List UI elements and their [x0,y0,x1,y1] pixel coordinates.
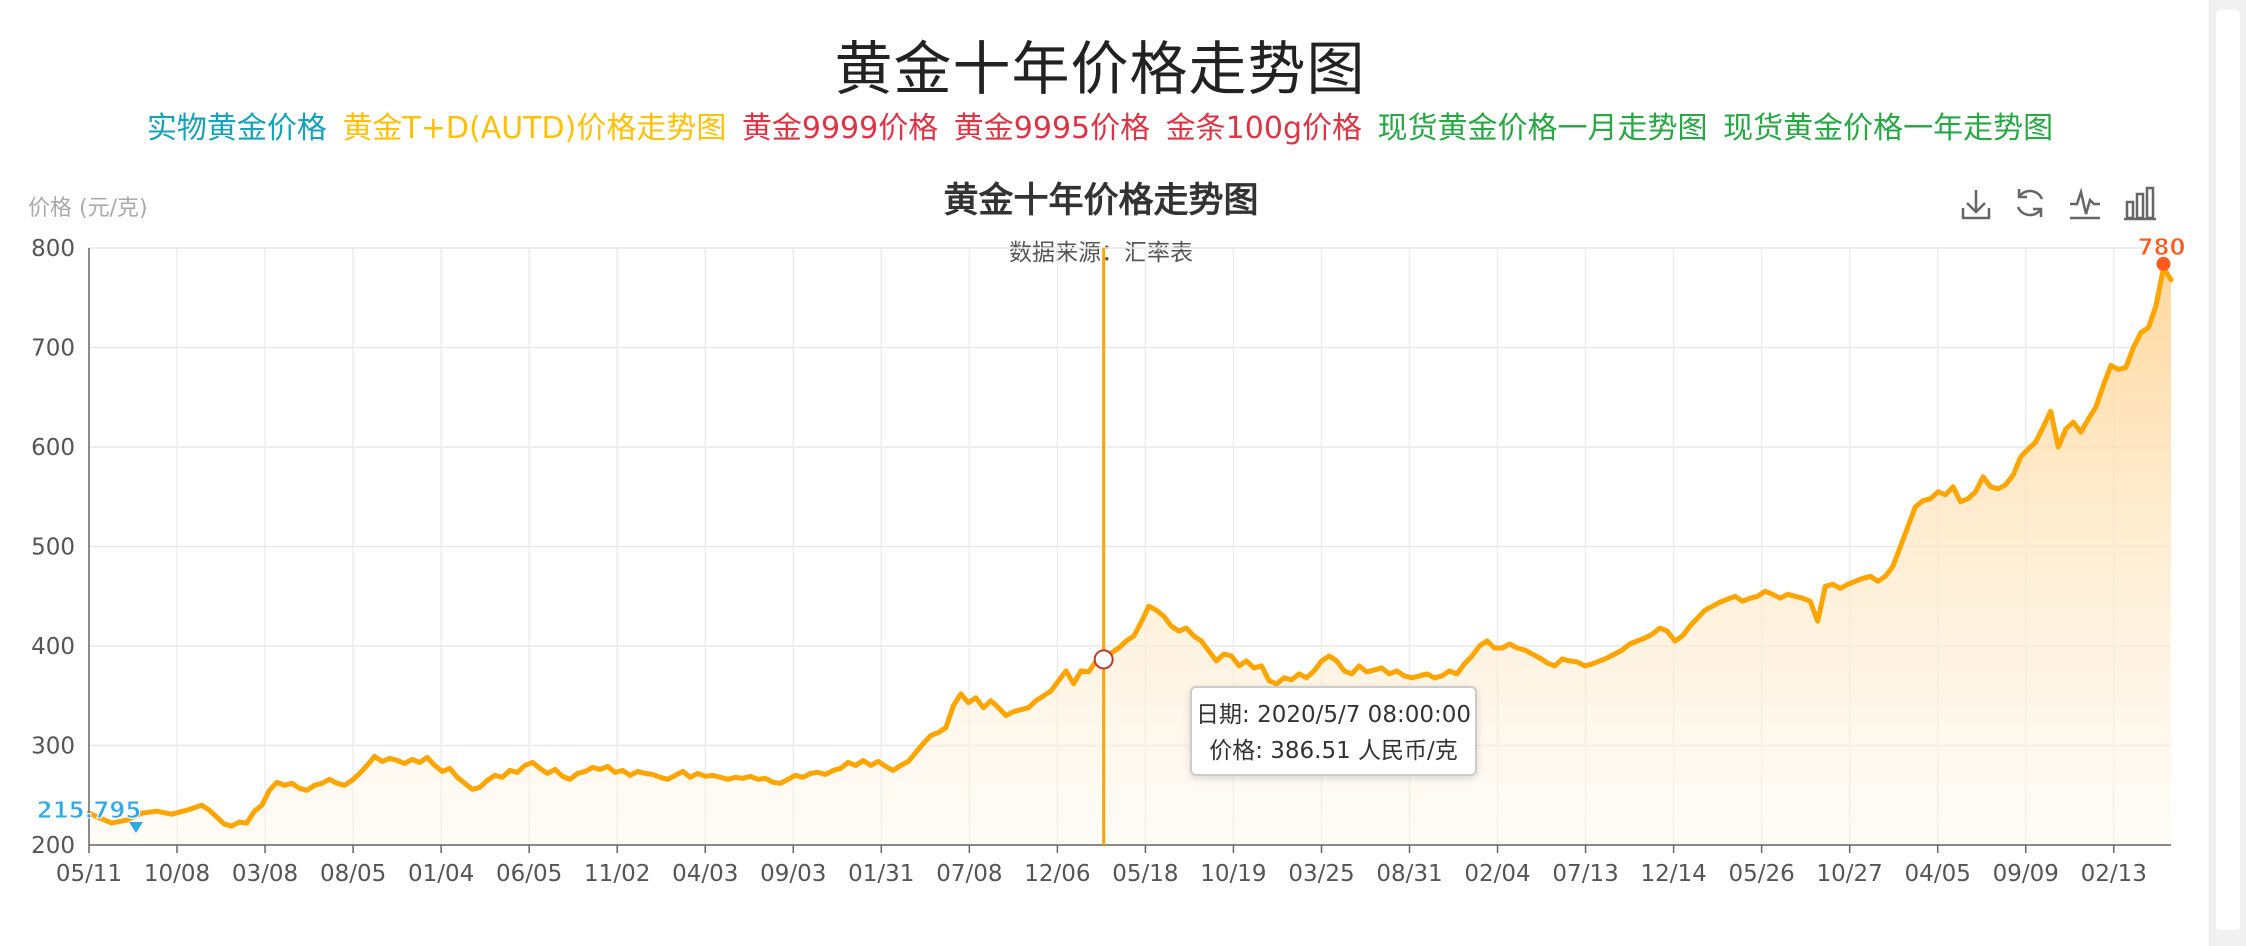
x-tick-label: 05/18 [1112,861,1178,887]
markers: 215.795 780 [36,235,2186,845]
tooltip-date: 日期: 2020/5/7 08:00:00 [1196,702,1471,728]
scrollbar-thumb[interactable] [2216,10,2240,930]
y-tick-label: 400 [31,634,75,660]
x-tick-label: 03/08 [232,861,298,887]
x-tick-label: 07/08 [936,861,1002,887]
price-line [86,265,2174,829]
x-tick-label: 07/13 [1552,861,1618,887]
x-tick-label: 04/05 [1905,861,1971,887]
min-marker-pin [129,822,143,833]
y-tick-label: 300 [31,734,75,760]
download-icon[interactable] [1961,190,1991,220]
link-spot-gold-month-chart[interactable]: 现货黄金价格一月走势图 [1377,111,1708,146]
x-tick-label: 06/05 [496,861,562,887]
x-tick-label: 08/31 [1376,861,1442,887]
x-tick-label: 10/19 [1200,861,1266,887]
y-tick-label: 800 [31,236,75,262]
page-scrollbar[interactable] [2209,0,2246,946]
refresh-icon[interactable] [2016,189,2044,217]
x-tick-label: 05/11 [56,861,122,887]
x-tick-label: 09/09 [1993,861,2059,887]
y-tick-label: 200 [31,833,75,859]
price-area [86,265,2174,845]
x-tick-label: 10/27 [1817,861,1883,887]
chart-title: 黄金十年价格走势图 [943,180,1258,221]
max-marker-pin [2156,256,2171,271]
x-tick-label: 09/03 [760,861,826,887]
x-tick-label: 08/05 [320,861,386,887]
link-spot-gold-year-chart[interactable]: 现货黄金价格一年走势图 [1723,111,2054,146]
tooltip-value: 价格: 386.51 人民币/克 [1209,738,1458,764]
y-tick-label: 500 [31,535,75,561]
max-value-label: 780 [2137,235,2185,261]
x-tick-label: 04/03 [672,861,738,887]
link-gold-9995-price[interactable]: 黄金9995价格 [953,111,1151,146]
y-axis-label: 价格 (元/克) [28,196,148,221]
min-value-label: 215.795 [37,798,142,824]
link-gold-td-chart[interactable]: 黄金T+D(AUTD)价格走势图 [342,111,727,146]
x-tick-label: 02/13 [2081,861,2147,887]
x-tick-label: 03/25 [1288,861,1354,887]
axes: 200 300 400 500 600 700 800 05/11 10/08 03/08 08/0… [31,236,2171,887]
x-tick-label: 05/26 [1728,861,1794,887]
x-tick-label: 12/06 [1024,861,1090,887]
x-tick-label: 02/04 [1464,861,1530,887]
related-links-bar: 实物黄金价格 黄金T+D(AUTD)价格走势图 黄金9999价格 黄金9995价… [0,103,2200,147]
x-tick-label: 01/04 [408,861,474,887]
x-tick-label: 10/08 [144,861,210,887]
page-title: 黄金十年价格走势图 [834,35,1366,103]
y-tick-label: 600 [31,435,75,461]
y-tick-label: 700 [31,336,75,362]
x-tick-label: 12/14 [1640,861,1706,887]
data-tooltip: 日期: 2020/5/7 08:00:00 价格: 386.51 人民币/克 [1190,686,1477,776]
price-area-fill [89,267,2171,845]
highlight-point [1093,649,1114,670]
chart-subtitle: 数据来源：汇率表 [1009,240,1193,266]
line-chart-icon[interactable] [2070,187,2100,220]
x-tick-label: 11/02 [584,861,650,887]
link-physical-gold-price[interactable]: 实物黄金价格 [146,111,327,146]
bar-chart-icon[interactable] [2124,186,2156,221]
link-gold-9999-price[interactable]: 黄金9999价格 [741,111,939,146]
link-gold-bar-100g-price[interactable]: 金条100g价格 [1165,111,1362,146]
x-tick-label: 01/31 [848,861,914,887]
